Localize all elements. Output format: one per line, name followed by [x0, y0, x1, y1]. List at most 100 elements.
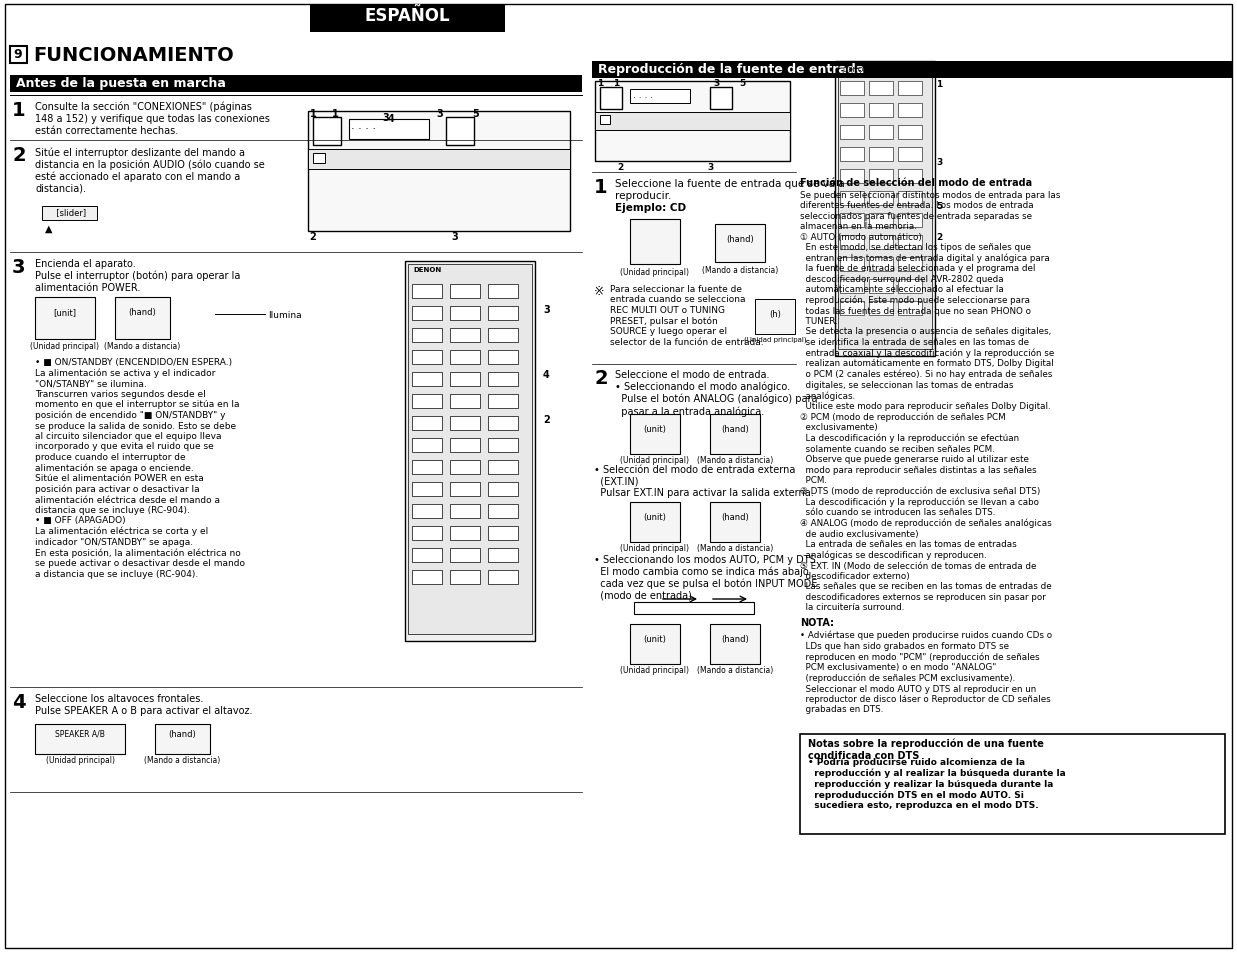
- Bar: [412, 460, 442, 475]
- Text: 1: 1: [309, 109, 317, 119]
- Text: 3: 3: [936, 158, 943, 167]
- Text: • Adviértase que pueden producirse ruidos cuando CDs o
  LDs que han sido grabad: • Adviértase que pueden producirse ruido…: [800, 630, 1053, 714]
- Bar: [870, 126, 893, 140]
- Bar: [840, 126, 863, 140]
- Text: Función de selección del modo de entrada: Función de selección del modo de entrada: [800, 178, 1032, 188]
- Text: Antes de la puesta en marcha: Antes de la puesta en marcha: [16, 77, 226, 90]
- Text: (unit): (unit): [643, 424, 667, 434]
- Text: (Unidad principal): (Unidad principal): [621, 456, 689, 464]
- Text: 1: 1: [597, 79, 604, 88]
- Text: 2: 2: [617, 163, 623, 172]
- Bar: [898, 104, 922, 118]
- Bar: [489, 416, 518, 431]
- Bar: [450, 526, 480, 540]
- Text: 1: 1: [332, 109, 339, 119]
- Text: (hand): (hand): [129, 308, 156, 316]
- Bar: [489, 482, 518, 497]
- Bar: [404, 262, 534, 641]
- Bar: [870, 104, 893, 118]
- Bar: [412, 285, 442, 298]
- Bar: [840, 280, 863, 294]
- Bar: [870, 170, 893, 184]
- Text: ESPAÑOL: ESPAÑOL: [364, 7, 450, 25]
- Bar: [870, 192, 893, 206]
- Text: FUNCIONAMIENTO: FUNCIONAMIENTO: [33, 46, 234, 65]
- Bar: [408, 265, 532, 635]
- Text: 5: 5: [473, 109, 480, 119]
- Bar: [840, 192, 863, 206]
- Text: Para seleccionar la fuente de
entrada cuando se selecciona
REC MULTI OUT o TUNIN: Para seleccionar la fuente de entrada cu…: [610, 285, 763, 346]
- Text: (Mando a distancia): (Mando a distancia): [696, 665, 773, 675]
- Text: Reproducción de la fuente de entrada: Reproducción de la fuente de entrada: [597, 63, 865, 76]
- Bar: [489, 460, 518, 475]
- Bar: [412, 438, 442, 453]
- Bar: [349, 120, 429, 140]
- Text: (hand): (hand): [726, 234, 753, 244]
- Text: . . . .: . . . .: [351, 121, 376, 131]
- Bar: [450, 438, 480, 453]
- Bar: [450, 504, 480, 518]
- Text: • Podría producirse ruido alcomienza de la
  reproducción y al realizar la búsqu: • Podría producirse ruido alcomienza de …: [808, 758, 1066, 809]
- Bar: [870, 148, 893, 162]
- Text: Encienda el aparato.: Encienda el aparato.: [35, 258, 136, 269]
- Bar: [870, 213, 893, 228]
- Bar: [840, 235, 863, 250]
- Text: 3: 3: [713, 79, 719, 88]
- Bar: [600, 88, 622, 110]
- Bar: [898, 257, 922, 272]
- Bar: [595, 112, 790, 131]
- Text: 4: 4: [12, 692, 26, 711]
- Bar: [450, 460, 480, 475]
- Text: (Unidad principal): (Unidad principal): [46, 755, 115, 764]
- Text: Consulte la sección "CONEXIONES" (páginas
148 a 152) y verifique que todas las c: Consulte la sección "CONEXIONES" (página…: [35, 102, 270, 135]
- Text: • Seleccionando los modos AUTO, PCM y DTS.
  El modo cambia como se indica más a: • Seleccionando los modos AUTO, PCM y DT…: [594, 555, 819, 600]
- Text: (Unidad principal): (Unidad principal): [621, 665, 689, 675]
- Bar: [450, 482, 480, 497]
- Bar: [840, 170, 863, 184]
- Bar: [412, 526, 442, 540]
- Text: Pulse el interruptor (botón) para operar la
alimentación POWER.: Pulse el interruptor (botón) para operar…: [35, 271, 240, 293]
- Text: 9: 9: [14, 48, 22, 61]
- Text: NOTA:: NOTA:: [800, 618, 834, 627]
- Text: 2: 2: [594, 369, 607, 388]
- Bar: [10, 76, 581, 92]
- Text: (hand): (hand): [721, 635, 748, 643]
- Bar: [450, 395, 480, 409]
- Bar: [835, 62, 935, 356]
- Bar: [447, 118, 474, 146]
- Bar: [710, 415, 760, 455]
- Text: 5: 5: [936, 202, 943, 211]
- Text: 3: 3: [12, 257, 26, 276]
- Text: 3: 3: [452, 232, 459, 242]
- Text: (Mando a distancia): (Mando a distancia): [143, 755, 220, 764]
- Bar: [450, 373, 480, 387]
- Text: 2: 2: [543, 415, 549, 424]
- Bar: [35, 724, 125, 754]
- Bar: [870, 302, 893, 315]
- Bar: [450, 571, 480, 584]
- Text: Seleccione la fuente de entrada que se va a
reproducir.: Seleccione la fuente de entrada que se v…: [615, 179, 845, 200]
- Bar: [898, 235, 922, 250]
- Text: 2: 2: [12, 146, 26, 165]
- Bar: [840, 82, 863, 96]
- Bar: [450, 285, 480, 298]
- Text: (Mando a distancia): (Mando a distancia): [104, 341, 181, 351]
- Bar: [635, 602, 755, 615]
- Bar: [870, 257, 893, 272]
- Bar: [313, 153, 325, 164]
- Bar: [630, 90, 690, 104]
- Text: Seleccione los altavoces frontales.
Pulse SPEAKER A o B para activar el altavoz.: Seleccione los altavoces frontales. Puls…: [35, 693, 252, 715]
- Bar: [600, 116, 610, 125]
- Bar: [870, 235, 893, 250]
- Text: ▲: ▲: [45, 224, 52, 233]
- Bar: [489, 373, 518, 387]
- Bar: [715, 225, 764, 263]
- Bar: [412, 307, 442, 320]
- Bar: [155, 724, 210, 754]
- Text: (Unidad principal): (Unidad principal): [621, 268, 689, 276]
- Text: (hand): (hand): [721, 513, 748, 521]
- Text: • ■ ON/STANDBY (ENCENDIDO/EN ESPERA.)
La alimentación se activa y el indicador
": • ■ ON/STANDBY (ENCENDIDO/EN ESPERA.) La…: [35, 357, 245, 578]
- Bar: [450, 351, 480, 365]
- Bar: [840, 302, 863, 315]
- Bar: [870, 82, 893, 96]
